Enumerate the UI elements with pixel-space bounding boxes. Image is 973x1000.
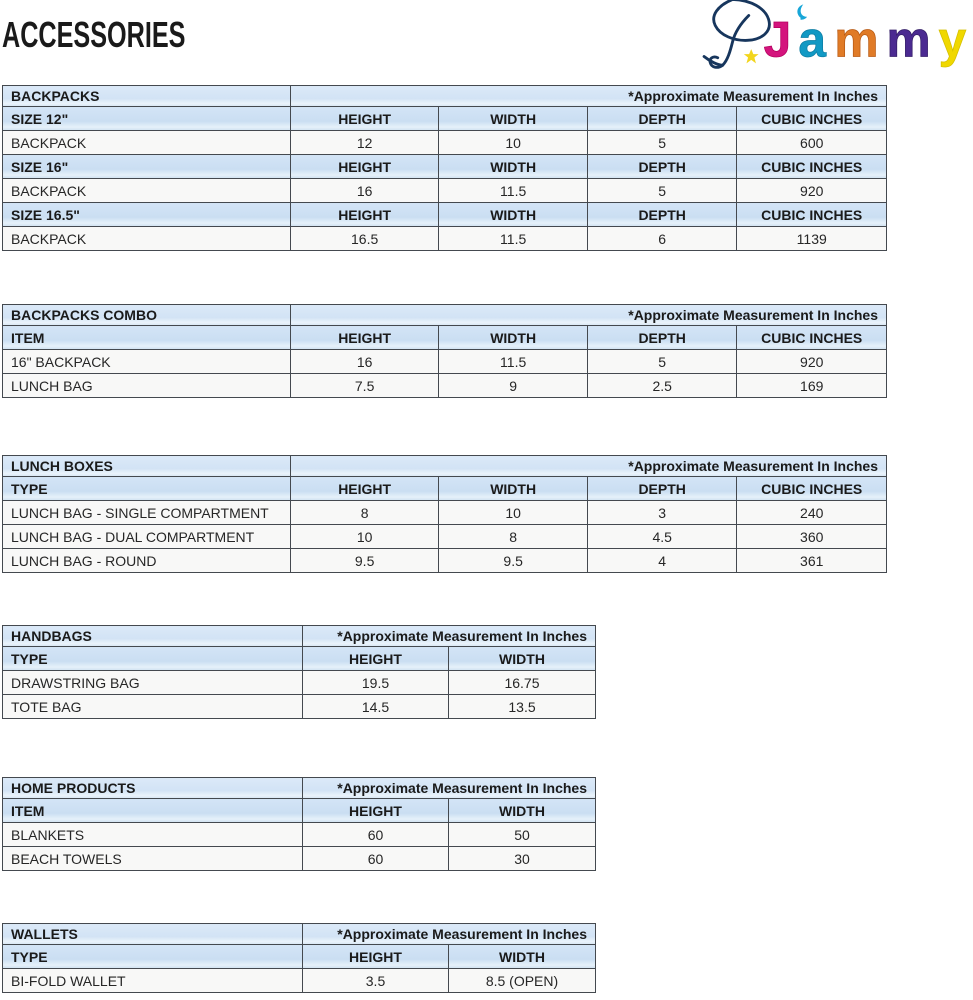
svg-text:m: m	[886, 11, 930, 67]
svg-text:m: m	[834, 11, 878, 67]
svg-text:y: y	[939, 11, 967, 67]
svg-text:a: a	[798, 11, 826, 67]
svg-text:J: J	[764, 11, 792, 67]
